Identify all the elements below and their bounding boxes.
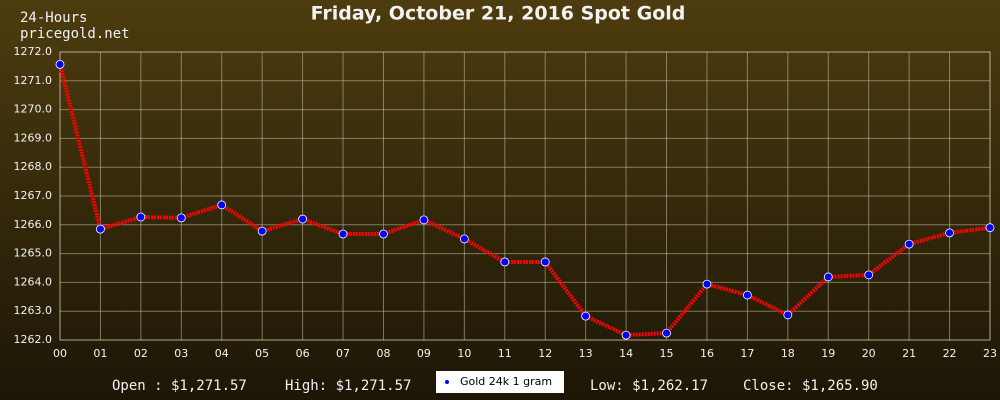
data-point — [419, 215, 429, 225]
y-tick-label: 1266.0 — [14, 218, 53, 231]
source-line: pricegold.net — [20, 26, 130, 42]
data-point — [823, 272, 833, 282]
x-tick-label: 14 — [619, 347, 633, 360]
y-tick-label: 1271.0 — [14, 74, 53, 87]
data-point — [621, 330, 631, 340]
y-tick-label: 1264.0 — [14, 275, 53, 288]
y-tick-label: 1267.0 — [14, 189, 53, 202]
x-tick-label: 16 — [700, 347, 714, 360]
y-tick-label: 1265.0 — [14, 247, 53, 260]
x-tick-label: 00 — [53, 347, 67, 360]
x-tick-label: 02 — [134, 347, 148, 360]
summary-high: High: $1,271.57 — [285, 378, 411, 394]
x-tick-label: 23 — [983, 347, 997, 360]
x-tick-label: 12 — [538, 347, 552, 360]
data-point — [783, 310, 793, 320]
data-point — [662, 328, 671, 338]
data-point — [904, 239, 914, 249]
x-tick-label: 17 — [740, 347, 754, 360]
x-tick-label: 19 — [821, 347, 835, 360]
x-tick-label: 07 — [336, 347, 350, 360]
data-point — [500, 257, 510, 267]
data-point — [136, 212, 146, 222]
x-tick-label: 22 — [943, 347, 957, 360]
x-tick-label: 01 — [93, 347, 107, 360]
x-tick-label: 13 — [579, 347, 593, 360]
data-point — [55, 59, 65, 69]
legend-box — [436, 371, 564, 393]
data-point — [540, 257, 550, 267]
y-tick-label: 1262.0 — [14, 333, 53, 346]
data-point — [257, 226, 267, 236]
data-point — [379, 229, 388, 239]
summary-low: Low: $1,262.17 — [590, 378, 708, 394]
data-point — [742, 290, 752, 300]
series-line — [58, 63, 991, 338]
x-tick-label: 15 — [660, 347, 674, 360]
data-point — [176, 213, 186, 223]
data-point — [864, 270, 874, 280]
y-tick-label: 1268.0 — [14, 160, 53, 173]
y-tick-label: 1263.0 — [14, 304, 53, 317]
data-point — [945, 228, 954, 238]
summary-open: Open : $1,271.57 — [112, 378, 247, 394]
y-tick-label: 1270.0 — [14, 103, 53, 116]
summary-close: Close: $1,265.90 — [743, 378, 878, 394]
data-point — [985, 223, 995, 233]
x-tick-label: 18 — [781, 347, 795, 360]
source-line: 24-Hours — [20, 10, 87, 26]
x-tick-label: 21 — [902, 347, 916, 360]
x-tick-label: 09 — [417, 347, 431, 360]
x-tick-label: 03 — [174, 347, 188, 360]
data-point — [96, 224, 105, 234]
x-tick-label: 05 — [255, 347, 269, 360]
x-tick-label: 20 — [862, 347, 876, 360]
y-tick-label: 1272.0 — [14, 45, 53, 58]
chart-title: Friday, October 21, 2016 Spot Gold — [311, 3, 686, 25]
legend-marker — [445, 380, 449, 384]
data-point — [338, 229, 348, 239]
x-tick-label: 10 — [457, 347, 471, 360]
x-tick-label: 11 — [498, 347, 512, 360]
data-point — [217, 200, 227, 210]
x-tick-label: 08 — [376, 347, 390, 360]
data-point — [702, 279, 712, 289]
data-point — [298, 214, 308, 224]
data-point — [581, 311, 591, 321]
y-tick-label: 1269.0 — [14, 131, 53, 144]
x-tick-label: 04 — [215, 347, 229, 360]
data-point — [459, 234, 469, 244]
legend-label: Gold 24k 1 gram — [460, 375, 552, 388]
x-tick-label: 06 — [296, 347, 310, 360]
